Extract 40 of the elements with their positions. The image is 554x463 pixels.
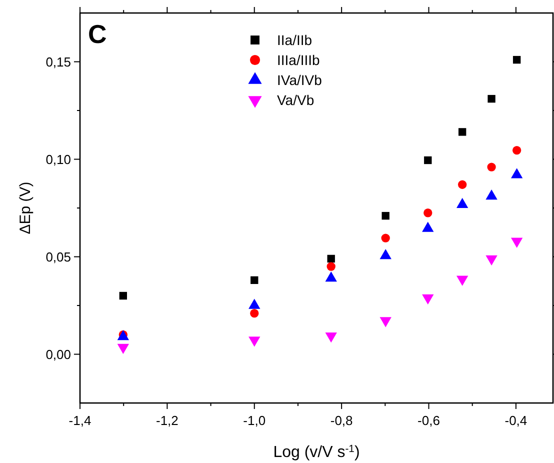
point — [510, 238, 523, 248]
point — [487, 162, 496, 172]
legend-label: IIIa/IIIb — [277, 52, 320, 68]
annotation: C — [88, 19, 107, 49]
point — [248, 336, 260, 347]
point — [512, 56, 521, 64]
point — [486, 255, 498, 266]
point — [119, 292, 128, 300]
point — [326, 262, 336, 271]
y-axis-title: ΔEp (V) — [17, 182, 34, 234]
x-axis-title: Log (v/V s$^{-1}$) — [273, 444, 360, 461]
x-tick-label: -0,6 — [418, 413, 440, 428]
point — [382, 212, 390, 220]
x-tick-label: -0,8 — [330, 413, 353, 428]
legend-label: Va/Vb — [277, 92, 314, 108]
legend-label: IVa/IVb — [277, 72, 322, 88]
y-tick-label: 0,10 — [46, 152, 71, 167]
point — [325, 332, 337, 343]
x-tick-label: -0,4 — [504, 413, 528, 428]
x-tick-label: -1,4 — [68, 413, 92, 428]
point — [117, 344, 130, 354]
point — [422, 294, 434, 304]
point — [250, 276, 258, 284]
x-tick-label: -1,2 — [156, 413, 178, 428]
point — [424, 208, 432, 218]
point — [327, 254, 335, 263]
point — [458, 180, 467, 189]
point — [458, 128, 466, 136]
point — [512, 146, 522, 155]
x-tick-label: -1,0 — [243, 413, 266, 428]
legend-label: IIa/IIb — [277, 32, 312, 48]
y-tick-label: 0,05 — [46, 249, 71, 264]
point — [456, 276, 468, 286]
y-tick-label: 0,00 — [46, 346, 71, 362]
point — [380, 317, 392, 328]
point — [381, 234, 390, 242]
point — [424, 156, 432, 164]
point — [250, 308, 259, 318]
point — [488, 94, 496, 103]
y-tick-label: 0,15 — [46, 54, 71, 70]
